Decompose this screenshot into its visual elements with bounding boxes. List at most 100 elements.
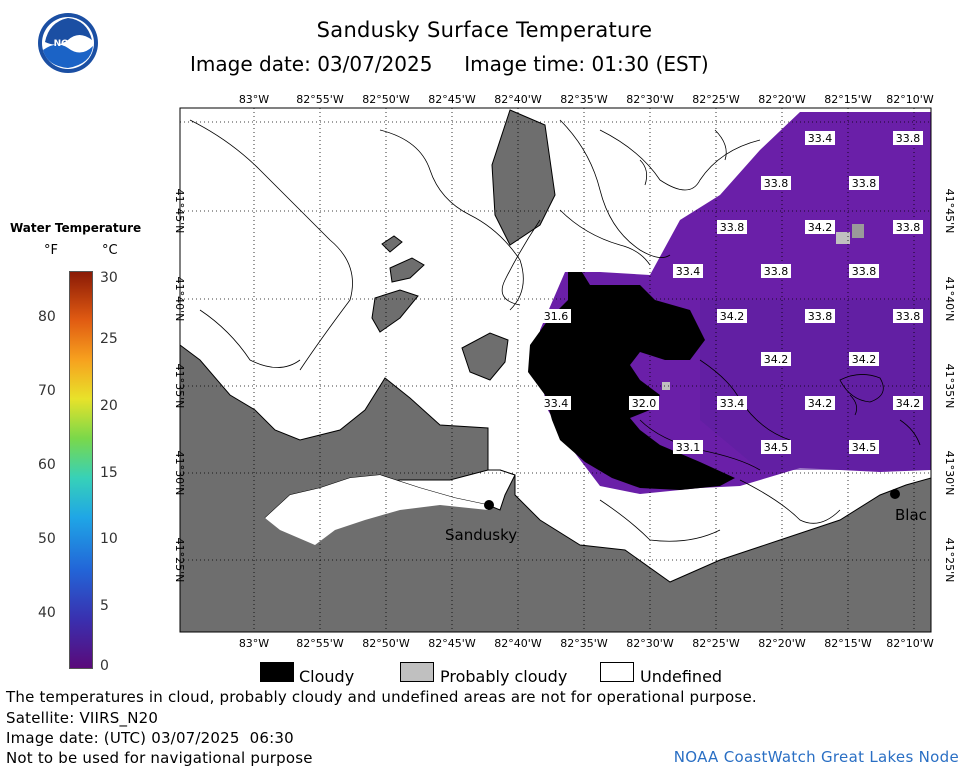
island-rattlesnake	[381, 235, 403, 253]
temperature-label-box	[893, 309, 923, 323]
probably-cloudy-pixel	[836, 232, 850, 244]
lon-label: 82°10'W	[886, 637, 934, 650]
temperature-label: 33.8	[896, 221, 921, 234]
temperature-label-box	[849, 352, 879, 366]
undefined-label: Undefined	[640, 667, 723, 686]
lat-label: 41°45'N	[943, 189, 956, 234]
logo-text: NOAA	[54, 39, 83, 49]
temperature-label: 34.2	[808, 221, 833, 234]
temperature-label: 33.8	[852, 177, 877, 190]
colorbar	[69, 271, 93, 669]
credit-link[interactable]: NOAA CoastWatch Great Lakes Node	[673, 748, 959, 766]
temperature-label: 33.8	[896, 310, 921, 323]
city-label-sandusky: Sandusky	[445, 526, 517, 544]
temperature-label-box	[541, 396, 571, 410]
temperature-label-box	[541, 309, 571, 323]
f-tick: 60	[38, 457, 56, 473]
lat-label: 41°40'N	[173, 277, 186, 322]
temperature-label-box	[805, 131, 835, 145]
unit-celsius: °C	[102, 243, 118, 258]
lon-label: 83°W	[239, 637, 269, 650]
temperature-label-box	[673, 264, 703, 278]
temperature-label: 31.6	[544, 310, 569, 323]
f-tick: 70	[38, 383, 56, 399]
lon-label: 82°45'W	[428, 93, 476, 106]
temperature-label-box	[805, 309, 835, 323]
temperature-label-box	[761, 440, 791, 454]
lat-label: 41°45'N	[173, 189, 186, 234]
temperature-label: 32.0	[632, 397, 657, 410]
temperature-label: 34.2	[764, 353, 789, 366]
temperature-label: 34.2	[720, 310, 745, 323]
nav-warning-text: Not to be used for navigational purpose	[6, 749, 313, 767]
temperature-label: 34.2	[808, 397, 833, 410]
graticule	[180, 108, 931, 632]
lat-label: 41°35'N	[173, 364, 186, 409]
lon-label: 82°15'W	[824, 93, 872, 106]
lat-label: 41°25'N	[943, 538, 956, 583]
island-north-bass	[389, 257, 425, 283]
temperature-label: 34.5	[852, 441, 877, 454]
temperature-label: 33.8	[764, 265, 789, 278]
lon-label: 82°25'W	[692, 93, 740, 106]
temperature-label-box	[849, 440, 879, 454]
temperature-label-box	[849, 176, 879, 190]
temperature-label: 33.8	[808, 310, 833, 323]
lat-label: 41°30'N	[943, 451, 956, 496]
lon-label: 83°W	[239, 93, 269, 106]
noaa-logo: NOAA	[37, 12, 99, 74]
lon-labels-bottom: 83°W 82°55'W 82°50'W 82°45'W 82°40'W 82°…	[239, 637, 934, 650]
temperature-label-box	[717, 309, 747, 323]
lat-labels-right: 41°45'N 41°40'N 41°35'N 41°30'N 41°25'N	[943, 189, 956, 583]
temperature-label: 33.8	[896, 132, 921, 145]
c-tick: 5	[100, 598, 109, 614]
f-tick: 80	[38, 309, 56, 325]
temperature-label: 34.2	[852, 353, 877, 366]
temperature-label: 33.4	[808, 132, 833, 145]
lat-label: 41°35'N	[943, 364, 956, 409]
utc-date-text: Image date: (UTC) 03/07/2025 06:30	[6, 729, 294, 747]
probably-cloudy-swatch	[400, 662, 434, 682]
cloudy-swatch	[260, 662, 294, 682]
temperature-label: 33.4	[720, 397, 745, 410]
page-title: Sandusky Surface Temperature	[316, 18, 653, 42]
cloudy-label: Cloudy	[299, 667, 355, 686]
temperature-label: 33.8	[852, 265, 877, 278]
lon-label: 82°40'W	[494, 637, 542, 650]
temperature-label: 33.8	[764, 177, 789, 190]
lon-label: 82°35'W	[560, 93, 608, 106]
temperature-label-box	[893, 220, 923, 234]
cloud-region	[528, 272, 735, 490]
temperature-label-box	[717, 396, 747, 410]
temperature-label: 33.4	[676, 265, 701, 278]
probably-cloudy-label: Probably cloudy	[440, 667, 568, 686]
c-tick: 15	[100, 465, 118, 481]
lat-labels-left: 41°45'N 41°40'N 41°35'N 41°30'N 41°25'N	[173, 189, 186, 583]
c-tick: 0	[100, 658, 109, 674]
colorbar-title: Water Temperature	[10, 221, 142, 235]
temperature-label-box	[629, 396, 659, 410]
lon-labels-top: 83°W 82°55'W 82°50'W 82°45'W 82°40'W 82°…	[239, 93, 934, 106]
island-kelleys	[491, 109, 556, 246]
temperature-label: 34.2	[896, 397, 921, 410]
temperature-label: 34.5	[764, 441, 789, 454]
lat-label: 41°30'N	[173, 451, 186, 496]
f-tick: 40	[38, 605, 56, 621]
temperature-label-box	[717, 220, 747, 234]
lon-label: 82°15'W	[824, 637, 872, 650]
lon-label: 82°30'W	[626, 93, 674, 106]
temperature-label-box	[761, 352, 791, 366]
f-tick: 50	[38, 531, 56, 547]
temperature-label-box	[805, 220, 835, 234]
lat-label: 41°25'N	[173, 538, 186, 583]
lon-label: 82°20'W	[758, 93, 806, 106]
lon-label: 82°10'W	[886, 93, 934, 106]
probably-cloudy-pixel	[662, 382, 670, 390]
lon-label: 82°40'W	[494, 93, 542, 106]
temperature-label: 33.4	[544, 397, 569, 410]
island-middle-bass	[371, 289, 419, 333]
lon-label: 82°50'W	[362, 93, 410, 106]
image-datetime: Image date: 03/07/2025 Image time: 01:30…	[190, 52, 709, 76]
lon-label: 82°20'W	[758, 637, 806, 650]
